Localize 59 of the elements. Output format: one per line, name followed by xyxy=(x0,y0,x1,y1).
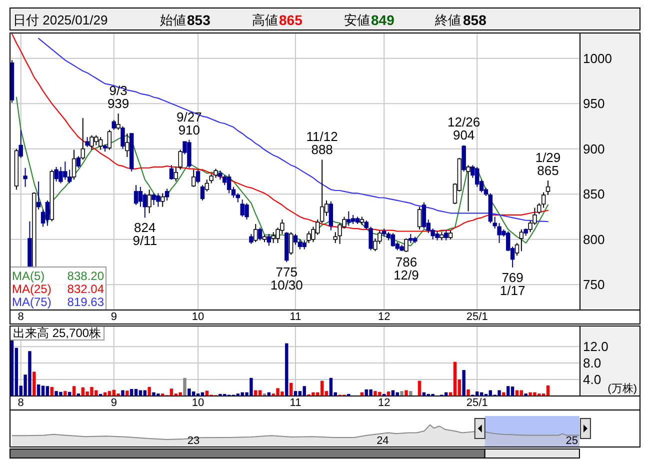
annotation: 11/12 xyxy=(306,129,338,144)
x-tick-label: 25/1 xyxy=(466,397,488,409)
annotation: 9/3 xyxy=(109,83,128,98)
text: MA(75) xyxy=(12,295,52,309)
annotation: 888 xyxy=(311,142,333,158)
annotation: 1/17 xyxy=(500,282,526,298)
x-tick-label: 10 xyxy=(192,397,204,409)
x-tick-label: 11 xyxy=(290,311,302,323)
text: 始値 xyxy=(160,12,186,28)
annotation: 12/9 xyxy=(394,268,419,283)
y-tick-label: 1000 xyxy=(583,50,612,66)
text: MA(5) xyxy=(12,269,45,283)
x-tick-label: 8 xyxy=(18,311,24,323)
text: 865 xyxy=(279,12,303,28)
annotation: 832.04 xyxy=(67,282,104,296)
annotation: 865 xyxy=(537,163,559,178)
x-tick-label: 8 xyxy=(18,397,24,409)
y-tick-label: 950 xyxy=(583,96,605,112)
annotation: 769 xyxy=(502,270,524,285)
y-axis-title: (万株) xyxy=(608,382,637,395)
text: 終値 xyxy=(434,12,461,28)
text: 853 xyxy=(187,12,211,28)
y-tick-label: 900 xyxy=(583,141,605,156)
x-tick-label: 9 xyxy=(110,311,117,323)
annotation: 12/26 xyxy=(448,114,480,130)
x-tick-label: 10 xyxy=(192,311,204,323)
y-tick-label: 4.0 xyxy=(583,372,602,388)
x-tick-label: 25 xyxy=(566,435,578,447)
y-tick-label: 750 xyxy=(583,277,605,292)
y-tick-label: 12.0 xyxy=(583,339,608,354)
x-tick-label: 23 xyxy=(187,435,200,447)
text: 858 xyxy=(463,12,487,28)
annotation: 838.20 xyxy=(67,269,104,283)
x-tick-label: 11 xyxy=(290,397,302,409)
y-tick-label: 800 xyxy=(583,232,605,247)
text: 849 xyxy=(371,12,395,28)
annotation: 775 xyxy=(276,264,298,280)
annotation: 9/11 xyxy=(132,233,158,248)
annotation: 819.63 xyxy=(67,295,104,309)
annotation: 939 xyxy=(107,96,130,112)
annotation: 786 xyxy=(395,254,418,270)
annotation: 910 xyxy=(178,122,200,138)
x-tick-label: 12 xyxy=(378,311,390,323)
text: 安値 xyxy=(344,12,370,28)
x-tick-label: 24 xyxy=(376,435,389,447)
annotation: 出来高 25,700株 xyxy=(13,326,102,340)
x-tick-label: 25/1 xyxy=(466,311,488,323)
annotation: 904 xyxy=(452,128,475,143)
text: 高値 xyxy=(252,12,278,28)
x-tick-label: 9 xyxy=(110,397,117,409)
x-tick-label: 12 xyxy=(378,397,390,409)
y-tick-label: 850 xyxy=(583,186,605,202)
text: MA(25) xyxy=(12,282,52,296)
annotation: 9/27 xyxy=(176,109,202,124)
y-tick-label: 8.0 xyxy=(583,356,602,371)
text: 日付 2025/01/29 xyxy=(13,12,108,28)
annotation: 824 xyxy=(134,220,156,236)
annotation: 1/29 xyxy=(535,150,561,166)
annotation: 10/30 xyxy=(270,278,303,293)
